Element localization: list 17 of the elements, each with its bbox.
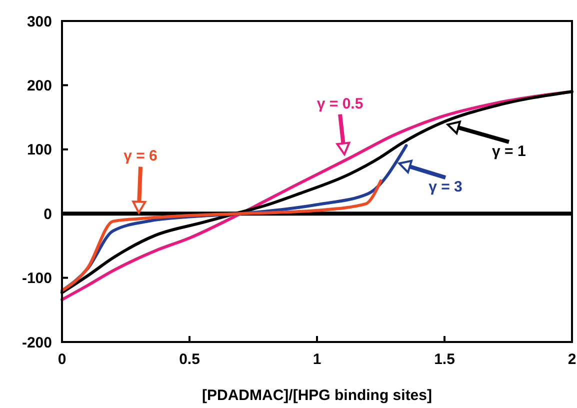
annotation: γ = 0.5 [316,95,364,112]
y-tick-label: 100 [26,142,52,159]
x-tick-label: 2 [568,351,576,368]
annotation: γ = 6 [124,148,158,165]
y-tick-label: 200 [26,77,52,94]
annotation: γ = 1 [492,142,526,160]
x-axis-title: [PDADMAC]/[HPG binding sites] [202,387,432,404]
y-tick-label: 0 [44,206,52,223]
x-tick-label: 0.5 [179,351,200,368]
x-tick-label: 0 [58,351,66,368]
x-tick-label: 1.5 [434,351,455,368]
y-tick-label: -200 [22,334,52,352]
y-tick-label: 300 [26,13,52,30]
y-tick-label: -100 [22,270,52,288]
x-tick-label: 1 [312,351,322,368]
line-series [60,179,382,292]
annotation: γ = 3 [428,178,462,196]
